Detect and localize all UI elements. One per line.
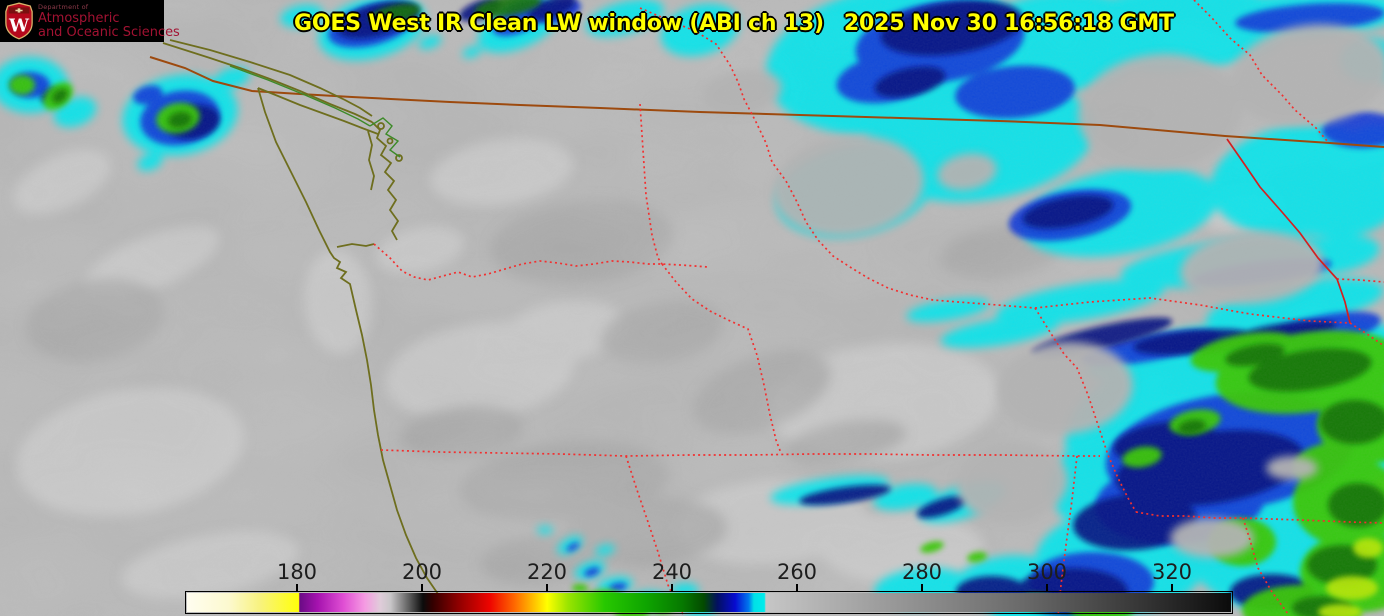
colorbar-tick-label: 320 <box>1151 560 1193 584</box>
colorbar-gradient <box>187 593 1231 612</box>
colorbar-tick <box>671 584 673 591</box>
colorbar-tick <box>1046 584 1048 591</box>
colorbar-tick-label: 260 <box>776 560 818 584</box>
border-wa-or <box>373 243 709 281</box>
logo-department-prefix: Department of <box>38 3 89 11</box>
logo-line2: and Oceanic Sciences <box>38 24 180 40</box>
uw-crest-icon: W <box>5 2 33 40</box>
border-id-mt <box>639 7 1036 309</box>
colorbar-tick-label: 200 <box>401 560 443 584</box>
coastline <box>162 39 439 595</box>
colorbar-frame <box>185 591 1233 614</box>
border-ut-east <box>1242 517 1289 615</box>
colorbar-tick-label: 180 <box>276 560 318 584</box>
timestamp: 2025 Nov 30 16:56:18 GMT <box>843 11 1174 36</box>
border-nv-ut <box>1057 455 1078 616</box>
image-title: GOES West IR Clean LW window (ABI ch 13)… <box>294 11 1174 36</box>
colorbar-tick <box>796 584 798 591</box>
border-us-canada <box>149 56 1384 148</box>
border-mt-wy <box>1034 297 1351 324</box>
temperature-colorbar: 180 200 220 240 260 280 300 320 <box>185 560 1233 614</box>
product-name: GOES West IR Clean LW window (ABI ch 13) <box>294 11 824 36</box>
colorbar-tick <box>296 584 298 591</box>
colorbar-tick-label: 240 <box>651 560 693 584</box>
colorbar-tick <box>546 584 548 591</box>
border-branch-south <box>1349 322 1384 347</box>
border-wa-id <box>639 103 663 265</box>
colorbar-tick <box>921 584 923 591</box>
state-borders <box>373 0 1384 616</box>
border-mt-east <box>1226 138 1351 324</box>
logo-line1: Atmospheric <box>38 10 120 26</box>
colorbar-tick <box>1171 584 1173 591</box>
colorbar-tick <box>421 584 423 591</box>
svg-text:W: W <box>8 15 30 36</box>
aos-logo: W Department of Atmospheric and Oceanic … <box>0 0 180 42</box>
colorbar-tick-label: 220 <box>526 560 568 584</box>
maritime-boundary <box>229 65 401 158</box>
colorbar-tick-label: 280 <box>901 560 943 584</box>
border-or-id <box>661 263 782 454</box>
colorbar-tick-label: 300 <box>1026 560 1068 584</box>
border-42n <box>380 449 1100 457</box>
